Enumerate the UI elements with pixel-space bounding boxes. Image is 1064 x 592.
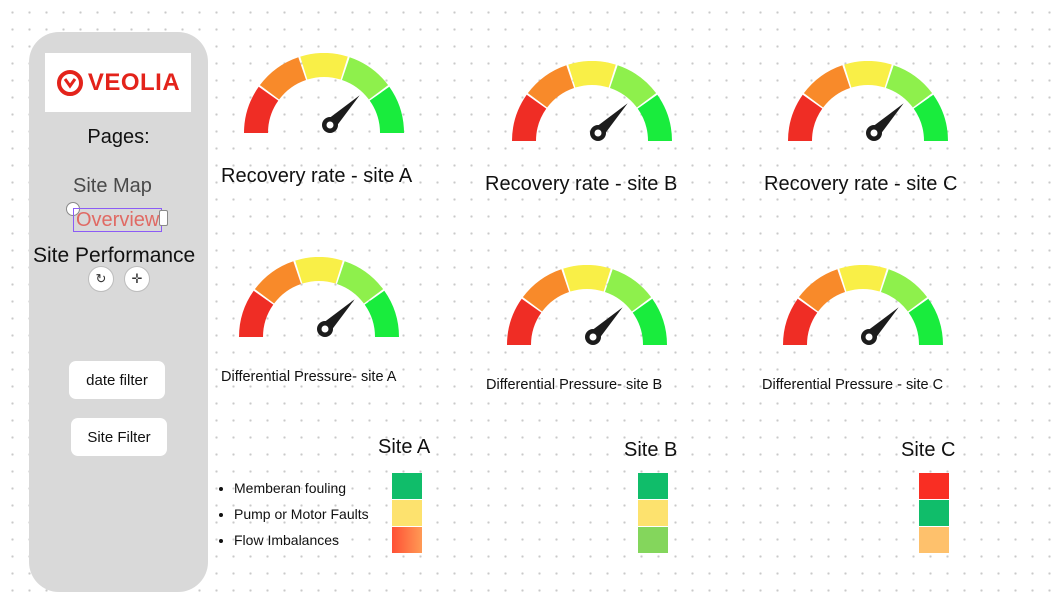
site-filter-button[interactable]: Site Filter xyxy=(71,418,167,456)
gauge-segment-light-green xyxy=(604,269,652,312)
legend-item-pump-motor-faults: Pump or Motor Faults xyxy=(234,504,369,530)
gauge-segment-orange xyxy=(803,65,851,108)
gauge-segment-orange xyxy=(798,269,846,312)
status-cell-site-c-pump xyxy=(919,500,949,526)
nav-site-map[interactable]: Site Map xyxy=(73,175,152,197)
gauge-segment-light-green xyxy=(885,65,933,108)
gauge-segment-green xyxy=(908,298,943,345)
gauge-segment-yellow xyxy=(295,257,343,284)
gauge-segment-yellow xyxy=(568,61,616,88)
gauge-needle-center xyxy=(865,333,873,341)
sidebar: VEOLIA Pages: Site Map Overview Site Per… xyxy=(29,32,208,592)
gauge-needle-center xyxy=(870,129,878,137)
site-title-c: Site C xyxy=(901,439,956,461)
gauge-needle-center xyxy=(326,121,334,129)
gauge-pressure-site-a xyxy=(239,257,399,337)
gauge-needle-center xyxy=(321,325,329,333)
gauge-recovery-site-a xyxy=(244,53,404,133)
nav-overview[interactable]: Overview xyxy=(73,208,163,232)
gauge-segment-orange xyxy=(254,261,302,304)
status-cell-site-b-flow xyxy=(638,527,668,553)
gauge-segment-orange xyxy=(527,65,575,108)
gauge-needle-center xyxy=(594,129,602,137)
gauge-segment-green xyxy=(632,298,667,345)
gauge-segment-light-green xyxy=(336,261,384,304)
gauge-segment-red xyxy=(512,94,547,141)
status-cell-site-a-fouling xyxy=(392,473,422,499)
gauge-segment-yellow xyxy=(563,265,611,292)
gauge-segment-red xyxy=(783,298,818,345)
fault-legend: Memberan fouling Pump or Motor Faults Fl… xyxy=(216,478,369,556)
status-cell-site-b-fouling xyxy=(638,473,668,499)
gauge-segment-light-green xyxy=(341,57,389,100)
status-cell-site-a-flow xyxy=(392,527,422,553)
status-cell-site-c-fouling xyxy=(919,473,949,499)
pages-title: Pages: xyxy=(87,126,150,148)
gauge-segment-red xyxy=(239,290,274,337)
date-filter-button[interactable]: date filter xyxy=(69,361,165,399)
gauge-segment-red xyxy=(507,298,542,345)
gauge-label-recovery-site-c: Recovery rate - site C xyxy=(764,173,958,195)
gauge-segment-green xyxy=(637,94,672,141)
gauge-label-recovery-site-b: Recovery rate - site B xyxy=(485,173,678,195)
gauge-segment-red xyxy=(788,94,823,141)
site-title-a: Site A xyxy=(378,436,431,458)
gauge-segment-yellow xyxy=(844,61,892,88)
gauge-pressure-site-c xyxy=(783,265,943,345)
gauge-recovery-site-b xyxy=(512,61,672,141)
gauge-segment-yellow xyxy=(839,265,887,292)
status-cell-site-a-pump xyxy=(392,500,422,526)
gauge-segment-light-green xyxy=(880,269,928,312)
move-icon[interactable]: ✛ xyxy=(124,266,150,292)
gauge-segment-orange xyxy=(522,269,570,312)
gauge-pressure-site-b xyxy=(507,265,667,345)
status-cell-site-b-pump xyxy=(638,500,668,526)
gauge-segment-green xyxy=(369,86,404,133)
gauge-label-pressure-site-a: Differential Pressure- site A xyxy=(221,369,397,385)
legend-item-membrane-fouling: Memberan fouling xyxy=(234,478,369,504)
site-title-b: Site B xyxy=(624,439,678,461)
gauge-needle-center xyxy=(589,333,597,341)
rotate-icon[interactable]: ↻ xyxy=(88,266,114,292)
veolia-logo: VEOLIA xyxy=(45,53,191,112)
gauge-segment-green xyxy=(913,94,948,141)
nav-site-performance[interactable]: Site Performance xyxy=(33,244,196,267)
gauge-segment-green xyxy=(364,290,399,337)
gauge-label-pressure-site-c: Differential Pressure - site C xyxy=(762,377,944,393)
selection-handle-resize[interactable] xyxy=(159,210,168,226)
gauge-label-recovery-site-a: Recovery rate - site A xyxy=(221,165,413,187)
gauge-segment-orange xyxy=(259,57,307,100)
gauge-label-pressure-site-b: Differential Pressure- site B xyxy=(486,377,663,393)
veolia-logo-icon xyxy=(56,69,83,96)
logo-text: VEOLIA xyxy=(87,68,181,96)
gauge-segment-light-green xyxy=(609,65,657,108)
gauge-segment-red xyxy=(244,86,279,133)
legend-item-flow-imbalances: Flow Imbalances xyxy=(234,530,369,556)
status-cell-site-c-flow xyxy=(919,527,949,553)
gauge-segment-yellow xyxy=(300,53,348,80)
gauge-recovery-site-c xyxy=(788,61,948,141)
